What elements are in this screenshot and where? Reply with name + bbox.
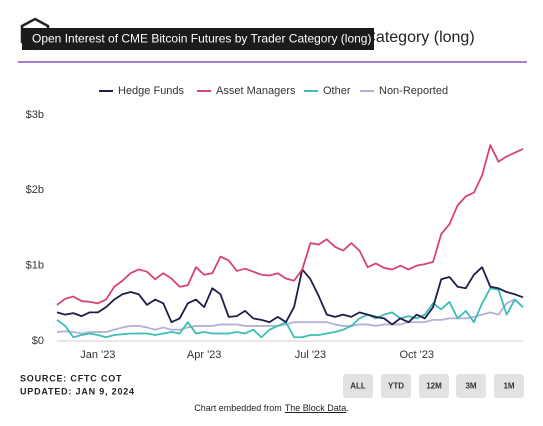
y-tick-label: $3b bbox=[26, 109, 44, 121]
range-button-bg bbox=[343, 374, 373, 398]
chart: Open Interest of CME Bitcoin Futures by … bbox=[18, 17, 527, 398]
range-button-label[interactable]: 1M bbox=[503, 382, 514, 391]
series-line bbox=[56, 266, 524, 326]
range-button[interactable]: 1M bbox=[494, 374, 524, 398]
y-tick-label: $2b bbox=[26, 184, 44, 196]
y-tick-label: $1b bbox=[26, 260, 44, 272]
range-button[interactable]: ALL bbox=[343, 374, 373, 398]
source: SOURCE: CFTC COT bbox=[20, 373, 122, 383]
range-button[interactable]: 3M bbox=[456, 374, 486, 398]
range-button-label[interactable]: YTD bbox=[388, 382, 404, 391]
x-tick-label: Jan '23 bbox=[80, 349, 115, 361]
series-line bbox=[56, 287, 524, 339]
updated: UPDATED: JAN 9, 2024 bbox=[20, 386, 135, 396]
range-button-bg bbox=[456, 374, 486, 398]
x-tick-label: Oct '23 bbox=[399, 349, 434, 361]
range-button-label[interactable]: ALL bbox=[350, 382, 366, 391]
tooltip-box bbox=[22, 28, 374, 50]
y-tick-label: $0 bbox=[32, 335, 44, 347]
range-button-label[interactable]: 3M bbox=[465, 382, 476, 391]
series-line bbox=[56, 144, 524, 306]
legend-item: Other bbox=[304, 85, 351, 97]
footer-suffix: . bbox=[346, 403, 349, 413]
legend-label: Hedge Funds bbox=[118, 85, 185, 97]
tooltip-text: Open Interest of CME Bitcoin Futures by … bbox=[32, 32, 371, 46]
legend-item: Hedge Funds bbox=[99, 85, 185, 97]
legend-label: Asset Managers bbox=[216, 85, 296, 97]
range-button-bg bbox=[419, 374, 449, 398]
footer-link[interactable]: The Block Data bbox=[284, 403, 347, 413]
legend-item: Asset Managers bbox=[197, 85, 296, 97]
range-button[interactable]: 12M bbox=[419, 374, 449, 398]
footer-prefix: Chart embedded from bbox=[194, 403, 282, 413]
footer: Chart embedded from The Block Data. bbox=[0, 403, 543, 413]
range-button[interactable]: YTD bbox=[381, 374, 411, 398]
legend-label: Non-Reported bbox=[379, 85, 448, 97]
legend-item: Non-Reported bbox=[360, 85, 448, 97]
x-tick-label: Jul '23 bbox=[295, 349, 326, 361]
legend-label: Other bbox=[323, 85, 351, 97]
range-button-bg bbox=[381, 374, 411, 398]
range-button-bg bbox=[494, 374, 524, 398]
x-tick-label: Apr '23 bbox=[187, 349, 222, 361]
range-button-label[interactable]: 12M bbox=[426, 382, 442, 391]
series-line bbox=[56, 298, 524, 335]
